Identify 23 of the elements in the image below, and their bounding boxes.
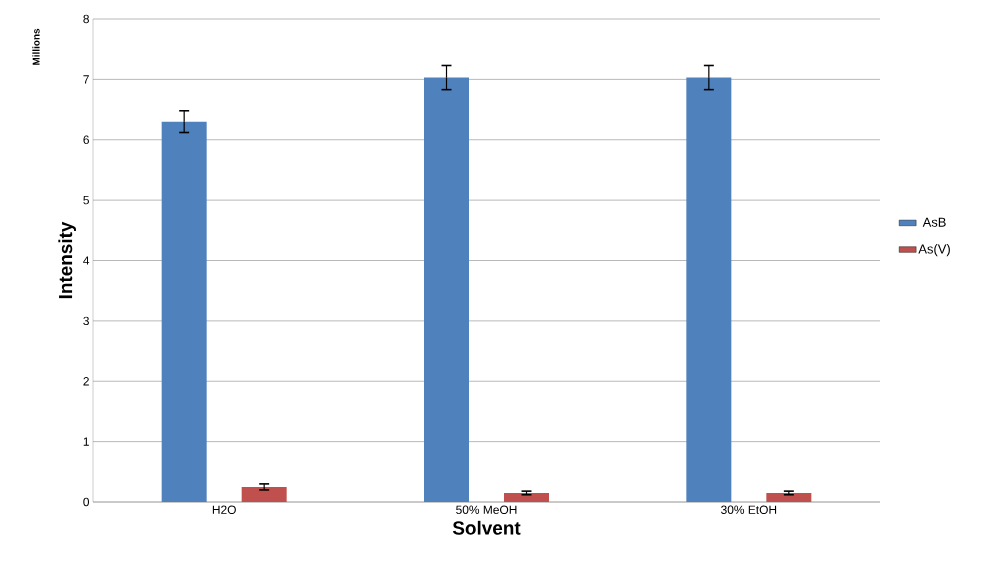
bar: [504, 492, 549, 502]
x-tick-label: H2O: [212, 505, 236, 514]
y-tick-label: 3: [83, 316, 89, 326]
bar: [686, 77, 732, 502]
y-tick-label: 7: [83, 75, 89, 84]
y-tick-label: 5: [83, 195, 89, 205]
y-tick-label: 4: [83, 256, 90, 265]
legend-label: AsB: [922, 217, 946, 227]
legend-label: As(V): [918, 244, 950, 257]
y-axis-title: Intensity: [58, 221, 76, 299]
x-axis-title: Solvent: [452, 520, 521, 535]
bar: [424, 77, 469, 502]
x-tick-label: 50% MeOH: [456, 505, 517, 514]
bar: [161, 121, 207, 502]
y-tick-label: 8: [83, 14, 89, 24]
y-tick-label: 0: [83, 497, 90, 507]
y-tick-label: 2: [83, 377, 89, 386]
text: Millions: [32, 28, 40, 65]
y-tick-label: 6: [83, 135, 89, 144]
bar: [241, 486, 287, 502]
x-tick-label: 30% EtOH: [721, 505, 777, 514]
bar: [766, 492, 812, 502]
y-tick-label: 1: [83, 437, 89, 446]
